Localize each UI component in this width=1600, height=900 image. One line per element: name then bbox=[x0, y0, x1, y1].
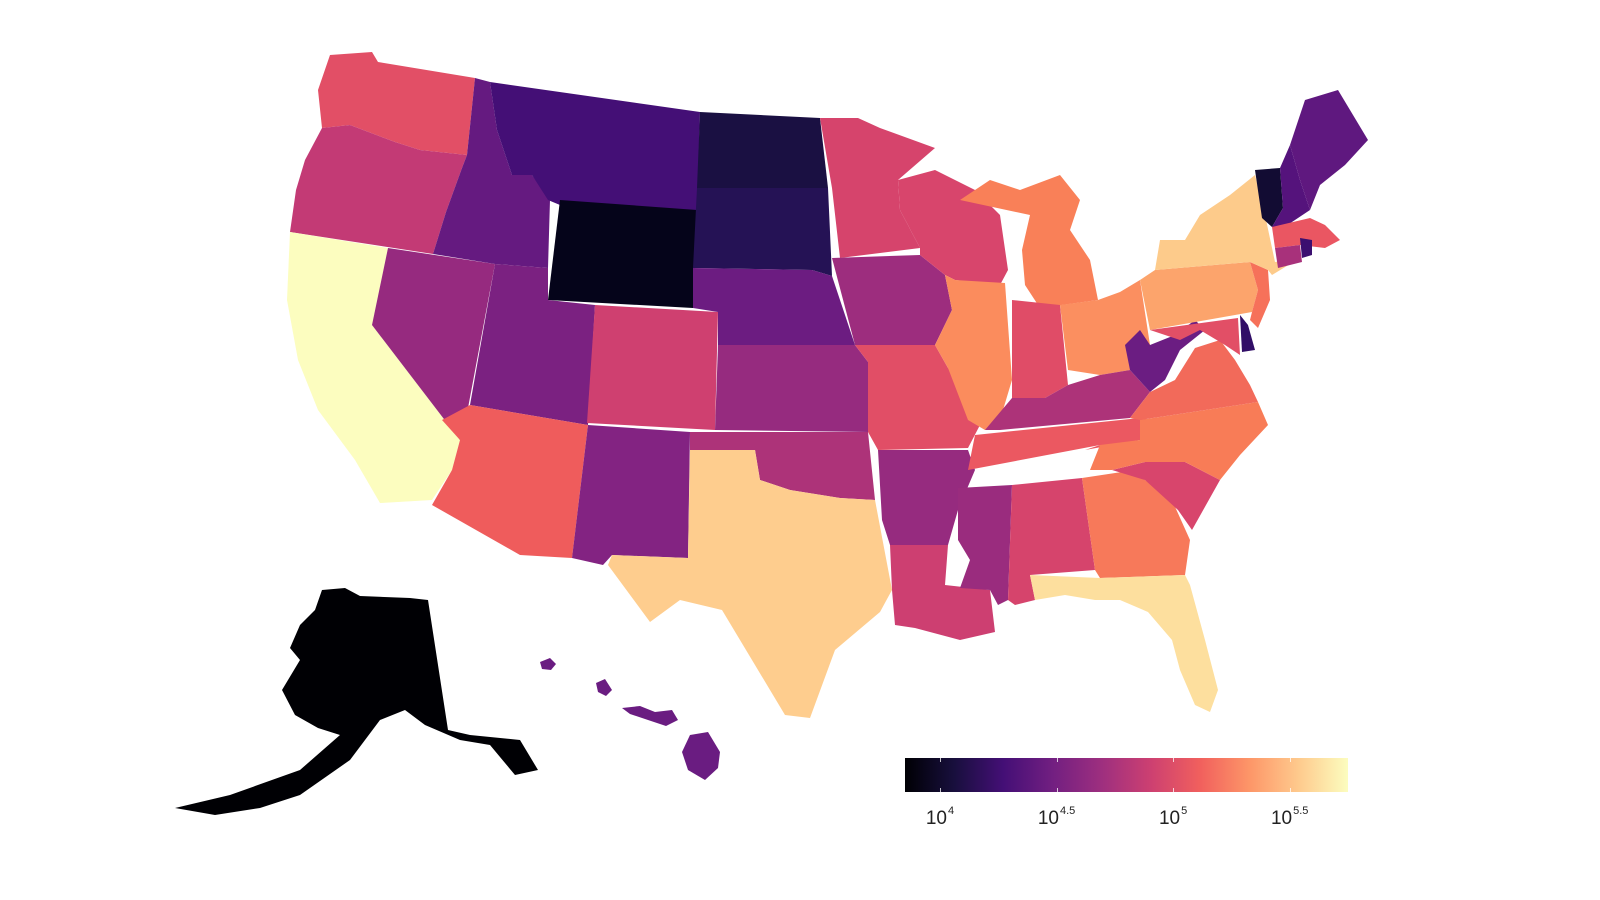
state-tn: Tennessee bbox=[968, 418, 1155, 470]
state-co: Colorado bbox=[587, 305, 718, 430]
state-nj: New Jersey bbox=[1250, 262, 1270, 328]
state-la: Louisiana bbox=[890, 545, 995, 640]
state-ks: Kansas bbox=[715, 345, 868, 432]
state-va: Virginia bbox=[1130, 340, 1258, 420]
state-ak: Alaska bbox=[175, 588, 538, 815]
colorbar-gradient bbox=[905, 758, 1348, 792]
state-ga: Georgia bbox=[1082, 470, 1190, 578]
state-ok: Oklahoma bbox=[690, 432, 875, 500]
state-wa: Washington bbox=[318, 52, 475, 155]
state-al: Alabama bbox=[1008, 478, 1095, 605]
colorbar-tick bbox=[1173, 758, 1175, 792]
state-ny: New York bbox=[1155, 175, 1300, 275]
state-hi-1: Hawaii (Kauai) bbox=[540, 658, 556, 670]
state-ut: Utah bbox=[470, 264, 595, 425]
state-nd: North Dakota bbox=[697, 112, 828, 188]
colorbar-tick bbox=[1289, 758, 1291, 792]
state-az: Arizona bbox=[432, 405, 588, 558]
state-nm: New Mexico bbox=[572, 425, 690, 565]
state-pa: Pennsylvania bbox=[1140, 262, 1258, 330]
colorbar-label-1e5: 105 bbox=[1158, 805, 1188, 829]
state-ky: Kentucky bbox=[985, 370, 1150, 430]
colorbar-label-1e4: 104 bbox=[925, 805, 955, 829]
state-sd: South Dakota bbox=[693, 188, 832, 276]
state-nv: Nevada bbox=[372, 248, 495, 440]
state-id: Idaho bbox=[433, 78, 550, 268]
colorbar-label-1e4.5: 104.5 bbox=[1037, 805, 1076, 829]
state-hi-4: Hawaii (Big Island) bbox=[682, 732, 720, 780]
state-nc: North Carolina bbox=[1090, 402, 1268, 480]
colorbar-label-1e5.5: 105.5 bbox=[1270, 805, 1309, 829]
state-sc: South Carolina bbox=[1112, 462, 1220, 530]
state-de: Delaware bbox=[1240, 315, 1255, 352]
state-ia: Iowa bbox=[832, 255, 952, 345]
state-mi: Michigan bbox=[960, 175, 1098, 308]
state-fl: Florida bbox=[1030, 575, 1218, 712]
state-me: Maine bbox=[1290, 90, 1368, 210]
states-layer: WashingtonOregonCaliforniaNevadaIdahoMon… bbox=[175, 52, 1368, 815]
state-tx: Texas bbox=[608, 450, 892, 718]
state-in: Indiana bbox=[1012, 300, 1068, 398]
state-ct: Connecticut bbox=[1275, 245, 1302, 268]
state-ma: Massachusetts bbox=[1272, 218, 1340, 248]
state-wy: Wyoming bbox=[548, 200, 697, 308]
colorbar bbox=[905, 758, 1348, 792]
state-ne: Nebraska bbox=[693, 268, 855, 345]
state-hi-2: Hawaii (Oahu) bbox=[596, 679, 612, 696]
state-ri: Rhode Island bbox=[1300, 238, 1312, 258]
state-vt: Vermont bbox=[1255, 168, 1283, 227]
state-mn: Minnesota bbox=[820, 118, 935, 258]
state-ca: California bbox=[287, 232, 460, 503]
colorbar-tick bbox=[939, 758, 941, 792]
state-mo: Missouri bbox=[855, 345, 980, 450]
state-mt: Montana bbox=[490, 82, 700, 212]
state-ms: Mississippi bbox=[958, 485, 1012, 605]
state-or: Oregon bbox=[290, 125, 467, 254]
colorbar-tick bbox=[1056, 758, 1058, 792]
state-nh: New Hampshire bbox=[1272, 145, 1310, 228]
state-wv: West Virginia bbox=[1125, 320, 1205, 392]
state-il: Illinois bbox=[935, 275, 1012, 430]
state-hi-3: Hawaii (Maui/Molokai) bbox=[622, 706, 678, 726]
state-ar: Arkansas bbox=[878, 450, 975, 545]
state-md: Maryland bbox=[1150, 318, 1240, 355]
